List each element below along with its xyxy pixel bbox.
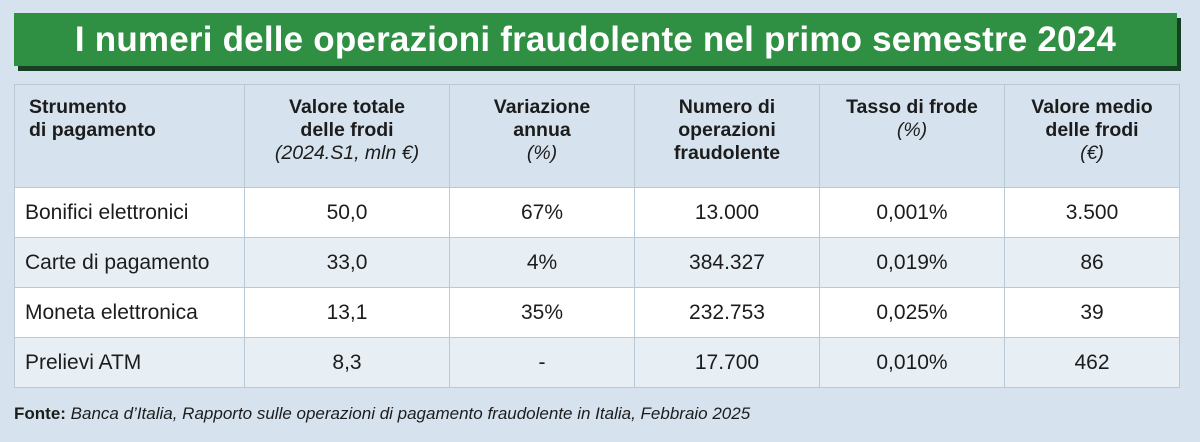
table-cell: 462	[1004, 337, 1180, 388]
table-cell: 3.500	[1004, 187, 1180, 238]
column-header: Tasso di frode (%)	[819, 84, 1005, 188]
title-banner: I numeri delle operazioni fraudolente ne…	[14, 13, 1177, 66]
column-header-line: operazioni	[678, 119, 776, 141]
table-cell: 13.000	[634, 187, 820, 238]
column-header-line: Valore totale	[289, 96, 405, 118]
column-header-line: Numero di	[678, 96, 776, 118]
column-header-line: Tasso di frode	[846, 96, 978, 118]
table-body: Bonifici elettronici 50,0 67% 13.000 0,001% 3…	[14, 187, 1180, 388]
table-row: Bonifici elettronici 50,0 67% 13.000 0,001% 3…	[14, 187, 1180, 238]
table-cell: 0,010%	[819, 337, 1005, 388]
table-cell: 67%	[449, 187, 635, 238]
table-cell: 232.753	[634, 287, 820, 338]
column-header: Valore totale delle frodi (2024.S1, mln €)	[244, 84, 450, 188]
source-label: Fonte:	[14, 404, 66, 423]
table-cell: 0,025%	[819, 287, 1005, 338]
column-unit: (€)	[1080, 142, 1104, 164]
column-header-line: di pagamento	[29, 119, 156, 141]
row-label: Moneta elettronica	[14, 287, 245, 338]
column-header-line: Valore medio	[1031, 96, 1153, 118]
table-cell: 4%	[449, 237, 635, 288]
column-header: Numero di operazioni fraudolente	[634, 84, 820, 188]
table-cell: 35%	[449, 287, 635, 338]
source-text: Banca d’Italia, Rapporto sulle operazion…	[70, 404, 751, 423]
table-row: Prelievi ATM 8,3-17.700 0,010% 462	[14, 337, 1180, 388]
column-header-line: delle frodi	[1045, 119, 1139, 141]
table-cell: 50,0	[244, 187, 450, 238]
source-note: Fonte: Banca d’Italia, Rapporto sulle op…	[14, 404, 750, 424]
column-header-line: annua	[513, 119, 571, 141]
table-cell: 86	[1004, 237, 1180, 288]
table-header-row: Strumento di pagamento Valore totale delle …	[14, 84, 1180, 188]
table-cell: 0,001%	[819, 187, 1005, 238]
row-label: Carte di pagamento	[14, 237, 245, 288]
column-unit: (2024.S1, mln €)	[274, 142, 420, 164]
column-header-line: Strumento	[29, 96, 127, 118]
column-header: Valore medio delle frodi (€)	[1004, 84, 1180, 188]
column-header: Variazione annua (%)	[449, 84, 635, 188]
table-cell: 13,1	[244, 287, 450, 338]
table-cell: 384.327	[634, 237, 820, 288]
column-header-line: fraudolente	[673, 142, 781, 164]
column-header-line: Variazione	[493, 96, 591, 118]
table-cell: 33,0	[244, 237, 450, 288]
column-unit: (%)	[896, 119, 928, 141]
table-cell: -	[449, 337, 635, 388]
page-title: I numeri delle operazioni fraudolente ne…	[74, 19, 1117, 59]
fraud-table: Strumento di pagamento Valore totale delle …	[14, 84, 1180, 388]
row-label: Prelievi ATM	[14, 337, 245, 388]
column-header: Strumento di pagamento	[14, 84, 245, 188]
row-label: Bonifici elettronici	[14, 187, 245, 238]
table-cell: 0,019%	[819, 237, 1005, 288]
table-cell: 39	[1004, 287, 1180, 338]
table-row: Carte di pagamento 33,0 4% 384.327 0,019% 86	[14, 237, 1180, 288]
column-unit: (%)	[526, 142, 558, 164]
table-cell: 8,3	[244, 337, 450, 388]
column-header-line: delle frodi	[300, 119, 394, 141]
table-cell: 17.700	[634, 337, 820, 388]
table-row: Moneta elettronica 13,1 35% 232.753 0,025% 39	[14, 287, 1180, 338]
